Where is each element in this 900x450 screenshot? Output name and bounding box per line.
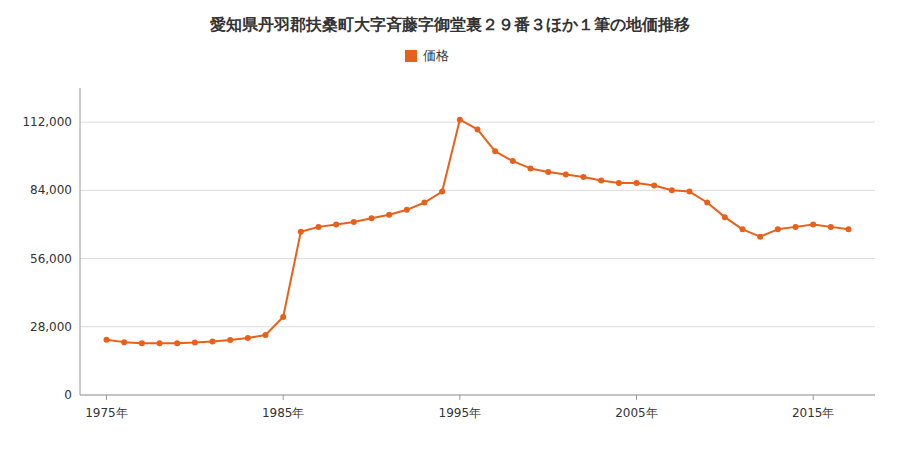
point bbox=[828, 224, 834, 230]
point bbox=[192, 340, 198, 346]
point bbox=[157, 340, 163, 346]
x-tick bbox=[636, 395, 637, 400]
point bbox=[740, 226, 746, 232]
point bbox=[669, 187, 675, 193]
point bbox=[475, 126, 481, 132]
point bbox=[422, 200, 428, 206]
grid-line bbox=[80, 258, 875, 259]
point bbox=[333, 221, 339, 227]
x-axis: 1975年 1985年 1995年 2005年 2015年 bbox=[85, 395, 834, 420]
point bbox=[121, 339, 127, 345]
grid-line bbox=[80, 122, 875, 123]
x-axis-line bbox=[80, 395, 875, 396]
plot-area bbox=[104, 117, 852, 347]
x-tick-label: 1995年 bbox=[439, 406, 482, 420]
point bbox=[634, 180, 640, 186]
point bbox=[545, 169, 551, 175]
y-tick-label: 56,000 bbox=[30, 252, 72, 266]
point bbox=[369, 215, 375, 221]
point bbox=[404, 207, 410, 213]
point bbox=[651, 182, 657, 188]
legend-swatch bbox=[405, 50, 417, 62]
point bbox=[687, 189, 693, 195]
point bbox=[492, 148, 498, 154]
y-tick-label: 112,000 bbox=[22, 115, 72, 129]
point bbox=[528, 165, 534, 171]
x-tick-label: 1975年 bbox=[85, 406, 128, 420]
legend-label: 価格 bbox=[423, 48, 449, 63]
point bbox=[316, 224, 322, 230]
point bbox=[775, 226, 781, 232]
x-tick-label: 1985年 bbox=[262, 406, 305, 420]
point bbox=[245, 335, 251, 341]
point bbox=[439, 189, 445, 195]
point bbox=[386, 212, 392, 218]
line bbox=[107, 120, 849, 344]
point bbox=[227, 337, 233, 343]
point bbox=[704, 200, 710, 206]
point bbox=[263, 332, 269, 338]
point bbox=[298, 229, 304, 235]
point bbox=[174, 340, 180, 346]
x-tick bbox=[459, 395, 460, 400]
x-tick bbox=[283, 395, 284, 400]
y-tick-label: 84,000 bbox=[30, 183, 72, 197]
grid-line bbox=[80, 326, 875, 327]
point bbox=[351, 219, 357, 225]
point bbox=[563, 171, 569, 177]
point bbox=[280, 314, 286, 320]
point bbox=[457, 117, 463, 123]
point bbox=[210, 338, 216, 344]
point bbox=[598, 178, 604, 184]
point bbox=[810, 221, 816, 227]
x-tick bbox=[106, 395, 107, 400]
x-tick bbox=[813, 395, 814, 400]
y-axis-line bbox=[80, 88, 81, 395]
point bbox=[104, 337, 110, 343]
grid-line bbox=[80, 395, 875, 396]
point bbox=[757, 234, 763, 240]
point bbox=[139, 340, 145, 346]
point bbox=[581, 174, 587, 180]
y-axis: 0 28,000 56,000 84,000 112,000 bbox=[22, 115, 875, 402]
point bbox=[722, 214, 728, 220]
chart: 愛知県丹羽郡扶桑町大字斉藤字御堂裏２９番３ほか１筆の地価推移 0 28,000 56,… bbox=[0, 0, 900, 450]
y-tick-label: 28,000 bbox=[30, 320, 72, 334]
title: 愛知県丹羽郡扶桑町大字斉藤字御堂裏２９番３ほか１筆の地価推移 bbox=[210, 15, 690, 34]
point bbox=[793, 224, 799, 230]
y-tick-label: 0 bbox=[64, 388, 72, 402]
grid-line bbox=[80, 190, 875, 191]
point bbox=[616, 180, 622, 186]
legend: 価格 bbox=[405, 48, 449, 63]
x-tick-label: 2005年 bbox=[615, 406, 658, 420]
x-tick-label: 2015年 bbox=[792, 406, 835, 420]
point bbox=[846, 226, 852, 232]
point bbox=[510, 158, 516, 164]
